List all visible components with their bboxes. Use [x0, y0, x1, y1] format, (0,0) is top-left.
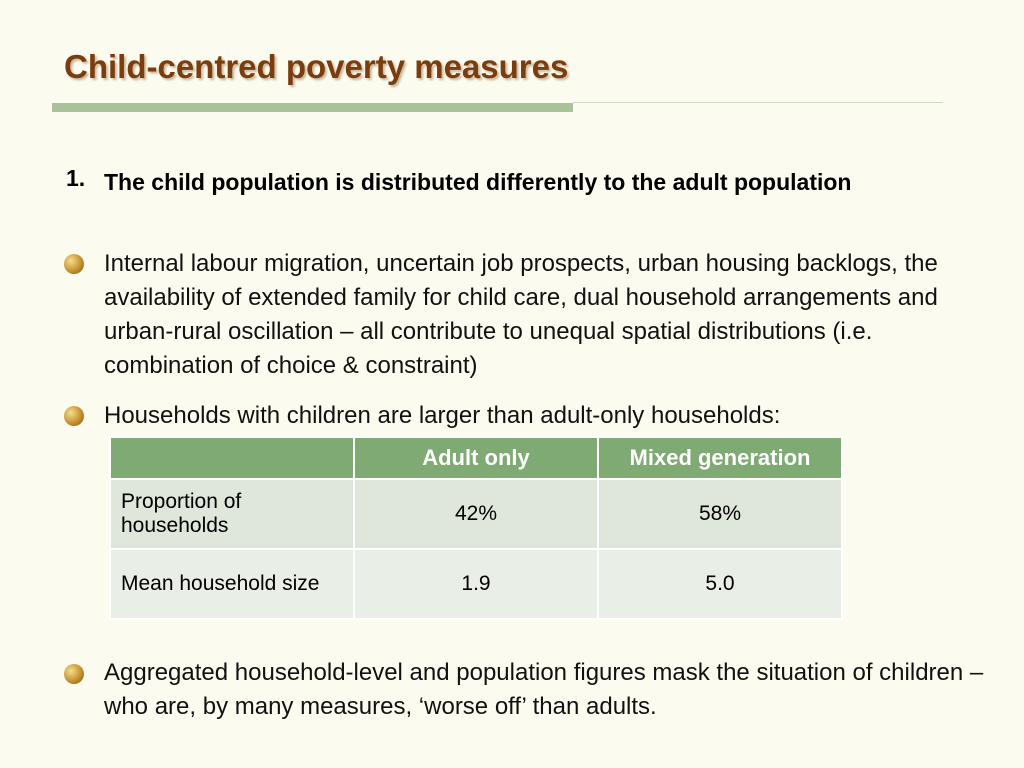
numbered-text: The child population is distributed diff… — [104, 169, 852, 195]
table-row: Proportion of households 42% 58% — [109, 478, 843, 550]
title: Child-centred poverty measures — [64, 48, 569, 85]
cell: 5.0 — [597, 548, 843, 620]
table: Adult only Mixed generation Proportion o… — [109, 436, 843, 620]
cell: 58% — [597, 478, 843, 550]
cell: 42% — [353, 478, 599, 550]
cell: 1.9 — [353, 548, 599, 620]
bullet-icon — [64, 254, 84, 274]
bullet-text: Aggregated household-level and populatio… — [104, 659, 984, 720]
table-row: Mean household size 1.9 5.0 — [109, 548, 843, 620]
row-label: Proportion of households — [109, 478, 355, 550]
title-rule-thin — [573, 102, 943, 103]
title-rule — [52, 103, 573, 112]
header-cell: Mixed generation — [597, 436, 843, 480]
number: 1. — [66, 165, 86, 191]
header-cell: Adult only — [353, 436, 599, 480]
bullet-icon — [64, 664, 84, 684]
bullet-text: Households with children are larger than… — [104, 402, 781, 429]
header-cell — [109, 436, 355, 480]
bullet-text: Internal labour migration, uncertain job… — [104, 250, 938, 379]
table-header: Adult only Mixed generation — [109, 436, 843, 480]
row-label: Mean household size — [109, 548, 355, 620]
bullet-icon — [64, 406, 84, 426]
